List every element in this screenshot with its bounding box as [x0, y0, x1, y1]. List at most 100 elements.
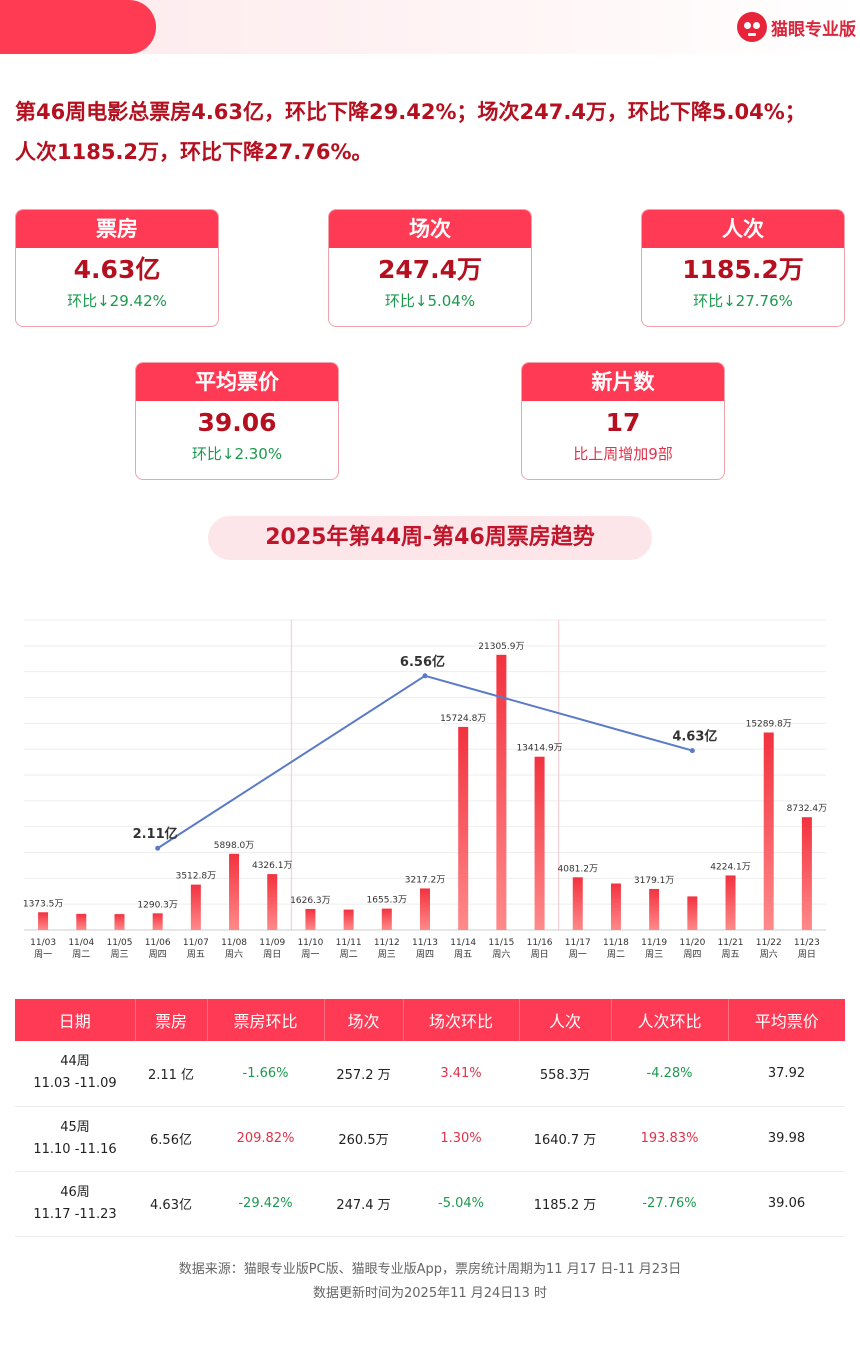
tick-label-date: 11/05: [107, 938, 133, 948]
tick-label-date: 11/17: [565, 938, 591, 948]
bar-label: 1626.3万: [290, 896, 331, 906]
bar-label: 3512.8万: [176, 872, 217, 882]
tick-label-weekday: 周四: [416, 949, 434, 960]
bar: [763, 732, 774, 930]
table-row: 45周 11.10 -11.16 6.56亿 209.82% 260.5万 1.3…: [15, 1106, 845, 1172]
week-range: 11.10 -11.16: [33, 1141, 117, 1157]
bar-label: 4326.1万: [252, 861, 293, 871]
table-header: 人次: [519, 999, 612, 1041]
bar: [190, 884, 201, 930]
weekly-point: [155, 845, 161, 851]
card-title: 场次: [329, 210, 531, 248]
card-change: 环比↓2.30%: [191, 445, 283, 463]
bar-label: 1373.5万: [23, 899, 64, 909]
card-value: 247.4万: [377, 255, 483, 284]
tick-label-date: 11/23: [794, 938, 820, 948]
tick-label-weekday: 周一: [569, 949, 587, 960]
brand-name: 猫眼专业版: [771, 19, 856, 40]
weekly-point: [689, 748, 695, 754]
shows-change-cell: 1.30%: [403, 1106, 519, 1172]
tick-label-date: 11/10: [297, 938, 323, 948]
table-header-row: 日期 票房 票房环比 场次 场次环比 人次 人次环比 平均票价: [15, 999, 845, 1041]
weekly-point-label: 6.56亿: [400, 654, 445, 670]
bar-label: 15724.8万: [440, 714, 486, 724]
admissions-cell: 1185.2 万: [519, 1171, 611, 1237]
bar: [725, 875, 736, 930]
bar-label: 4081.2万: [558, 864, 599, 874]
bar: [267, 874, 278, 930]
tick-label-date: 11/03: [30, 938, 56, 948]
tick-label-date: 11/20: [679, 938, 705, 948]
card-title: 新片数: [522, 363, 724, 401]
tick-label-date: 11/11: [336, 938, 362, 948]
box-change-cell: -1.66%: [207, 1041, 324, 1107]
bar: [572, 877, 583, 930]
table-header: 人次环比: [611, 999, 729, 1041]
footer-updated: 数据更新时间为2025年11 月24日13 时: [313, 1286, 547, 1301]
bar-label: 21305.9万: [478, 642, 524, 652]
week-range: 11.17 -11.23: [33, 1206, 117, 1222]
bar: [38, 912, 49, 930]
tick-label-date: 11/14: [450, 938, 476, 948]
week-label: 45周: [60, 1119, 90, 1135]
price-cell: 37.92: [728, 1041, 845, 1107]
bar-label: 15289.8万: [746, 720, 792, 730]
box-cell: 6.56亿: [135, 1106, 207, 1172]
tick-label-weekday: 周日: [263, 949, 281, 960]
admissions-change-cell: -27.76%: [611, 1171, 728, 1237]
weekly-point: [422, 673, 428, 679]
table-row: 46周 11.17 -11.23 4.63亿 -29.42% 247.4 万 -5…: [15, 1171, 845, 1237]
tick-label-date: 11/07: [183, 938, 209, 948]
tick-label-weekday: 周五: [187, 949, 205, 960]
tick-label-weekday: 周六: [225, 948, 243, 960]
bar-label: 3179.1万: [634, 876, 675, 886]
admissions-change-cell: 193.83%: [611, 1106, 728, 1172]
card-shows: 场次 247.4万 环比↓5.04%: [328, 209, 532, 327]
card-title: 人次: [642, 210, 844, 248]
bar: [420, 888, 430, 930]
shows-cell: 247.4 万: [324, 1171, 403, 1237]
week-cell: 46周 11.17 -11.23: [15, 1171, 135, 1237]
tick-label-date: 11/15: [488, 938, 514, 948]
tick-label-weekday: 周日: [798, 949, 816, 960]
bar-label: 8732.4万: [787, 804, 828, 814]
tick-label-date: 11/12: [374, 938, 400, 948]
week-cell: 44周 11.03 -11.09: [15, 1041, 135, 1107]
trend-title: 2025年第44周-第46周票房趋势: [208, 516, 652, 560]
tick-label-date: 11/06: [145, 938, 171, 948]
top-banner: 猫眼专业版: [0, 0, 860, 54]
bar: [229, 853, 240, 930]
footer: 数据来源：猫眼专业版PC版、猫眼专业版App，票房统计周期为11 月17 日-1…: [0, 1258, 860, 1306]
card-value: 39.06: [197, 408, 277, 437]
shows-change-cell: 3.41%: [403, 1041, 519, 1107]
admissions-cell: 558.3万: [519, 1041, 611, 1107]
tick-label-weekday: 周五: [454, 949, 472, 960]
table-header: 场次: [324, 999, 404, 1041]
weekly-point-label: 2.11亿: [133, 826, 178, 842]
box-cell: 2.11 亿: [135, 1041, 207, 1107]
bar: [801, 817, 812, 930]
tick-label-date: 11/18: [603, 938, 629, 948]
tick-label-weekday: 周三: [378, 949, 396, 960]
bar-label: 5898.0万: [214, 841, 255, 851]
tick-label-date: 11/09: [259, 938, 285, 948]
tick-label-weekday: 周三: [110, 949, 128, 960]
tick-label-date: 11/21: [718, 938, 744, 948]
bar: [496, 654, 507, 930]
card-change: 环比↓5.04%: [384, 292, 476, 310]
footer-source: 数据来源：猫眼专业版PC版、猫眼专业版App，票房统计周期为11 月17 日-1…: [178, 1262, 682, 1277]
tick-label-weekday: 周四: [683, 949, 701, 960]
maoyan-logo-icon: [737, 12, 767, 42]
table-header: 场次环比: [403, 999, 520, 1041]
tick-label-date: 11/16: [527, 938, 553, 948]
week-label: 46周: [60, 1184, 90, 1200]
card-title: 票房: [16, 210, 218, 248]
bar: [305, 908, 316, 930]
weekly-stats-table: 日期 票房 票房环比 场次 场次环比 人次 人次环比 平均票价 44周 11.03…: [15, 999, 845, 1237]
headline: 第46周电影总票房4.63亿，环比下降29.42%；场次247.4万，环比下降5…: [15, 100, 806, 164]
table-header: 票房环比: [207, 999, 325, 1041]
card-title: 平均票价: [136, 363, 338, 401]
tick-label-date: 11/19: [641, 938, 667, 948]
card-value: 4.63亿: [73, 255, 161, 284]
price-cell: 39.98: [728, 1106, 845, 1172]
